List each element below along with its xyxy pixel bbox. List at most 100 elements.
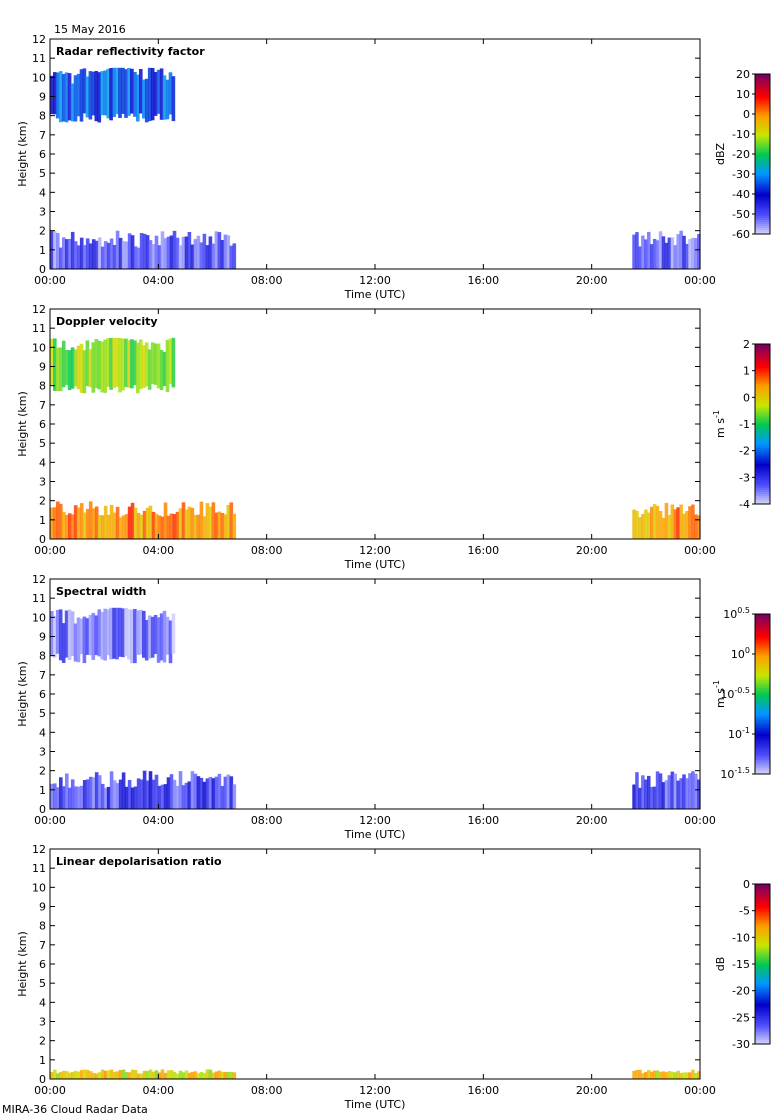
data-cell <box>124 514 129 539</box>
colorbar-swatch <box>755 640 770 643</box>
colorbar-swatch <box>755 478 770 481</box>
data-cell <box>50 338 54 385</box>
data-cell <box>112 337 116 388</box>
data-cell <box>208 776 213 809</box>
data-feature <box>50 607 176 664</box>
data-cell <box>106 609 110 656</box>
data-cell <box>112 245 117 269</box>
data-cell <box>667 775 672 809</box>
colorbar-swatch <box>755 998 770 1001</box>
colorbar-swatch <box>755 772 770 775</box>
y-tick-label: 11 <box>32 862 46 875</box>
colorbar-swatch <box>755 74 770 77</box>
data-cell <box>58 347 63 392</box>
data-cell <box>211 778 216 809</box>
data-cell <box>130 502 135 539</box>
colorbar-swatch <box>755 476 770 479</box>
panel-title: Linear depolarisation ratio <box>56 855 222 868</box>
colorbar-tick-label: 10-1 <box>728 726 750 741</box>
colorbar-swatch <box>755 440 770 443</box>
colorbar-swatch <box>755 664 770 667</box>
data-cell <box>202 1072 207 1079</box>
data-cell <box>59 503 63 539</box>
colorbar-swatch <box>755 404 770 407</box>
data-cell <box>163 238 168 269</box>
colorbar-swatch <box>755 358 770 361</box>
colorbar-swatch <box>755 354 770 357</box>
data-cell <box>133 1070 138 1079</box>
data-cell <box>121 67 125 114</box>
colorbar-swatch <box>755 456 770 459</box>
data-cell <box>162 75 167 120</box>
colorbar-swatch <box>755 454 770 457</box>
data-cell <box>50 611 54 656</box>
data-cell <box>76 507 81 539</box>
colorbar-swatch <box>755 488 770 491</box>
colorbar-swatch <box>755 964 770 967</box>
data-cell <box>97 775 102 809</box>
data-cell <box>160 231 165 269</box>
data-cell <box>109 607 113 660</box>
data-cell <box>147 349 152 390</box>
data-cell <box>76 617 81 663</box>
data-cell <box>220 786 225 809</box>
data-cell <box>115 337 119 387</box>
colorbar-tick-label: -3 <box>739 471 750 484</box>
colorbar-swatch <box>755 762 770 765</box>
data-cell <box>124 608 128 657</box>
colorbar-swatch <box>755 766 770 769</box>
data-cell <box>147 67 152 122</box>
colorbar-swatch <box>755 430 770 433</box>
data-cell <box>64 72 69 123</box>
colorbar-tick-label: -5 <box>739 905 750 918</box>
data-cell <box>112 67 116 117</box>
colorbar-swatch <box>755 676 770 679</box>
data-cell <box>223 514 228 539</box>
data-cell <box>121 241 126 269</box>
x-tick-label: 08:00 <box>251 274 283 287</box>
colorbar-swatch <box>755 926 770 929</box>
y-tick-label: 10 <box>32 71 46 84</box>
y-tick-label: 6 <box>39 148 46 161</box>
data-cell <box>97 514 102 539</box>
data-cell <box>76 245 81 269</box>
data-cell <box>94 615 99 656</box>
x-tick-label: 00:00 <box>684 274 716 287</box>
colorbar-swatch <box>755 222 770 225</box>
y-tick-label: 8 <box>39 650 46 663</box>
colorbar-swatch <box>755 984 770 987</box>
colorbar-swatch <box>755 142 770 145</box>
data-cell <box>88 776 93 809</box>
colorbar-swatch <box>755 186 770 189</box>
data-cell <box>106 514 111 539</box>
data-cell <box>163 502 168 539</box>
data-cell <box>142 79 146 119</box>
y-tick-label: 10 <box>32 881 46 894</box>
colorbar-swatch <box>755 76 770 79</box>
data-cell <box>688 773 692 809</box>
data-cell <box>211 243 216 269</box>
colorbar-swatch <box>755 98 770 101</box>
colorbar-swatch <box>755 656 770 659</box>
data-cell <box>664 1072 669 1079</box>
data-cell <box>148 771 153 809</box>
colorbar-swatch <box>755 152 770 155</box>
data-cell <box>106 242 111 269</box>
data-cell <box>94 240 99 269</box>
data-cell <box>166 1070 171 1079</box>
colorbar-tick-label: -10 <box>732 931 750 944</box>
data-cell <box>650 1071 654 1079</box>
colorbar-swatch <box>755 496 770 499</box>
data-cell <box>202 233 207 269</box>
colorbar-swatch <box>755 722 770 725</box>
data-cell <box>153 615 158 654</box>
data-feature <box>632 502 701 539</box>
y-tick-label: 5 <box>39 167 46 180</box>
data-cell <box>658 511 663 539</box>
data-cell <box>682 235 686 269</box>
colorbar-swatch <box>755 78 770 81</box>
data-cell <box>142 233 147 269</box>
data-cell <box>118 237 123 269</box>
colorbar-swatch <box>755 138 770 141</box>
